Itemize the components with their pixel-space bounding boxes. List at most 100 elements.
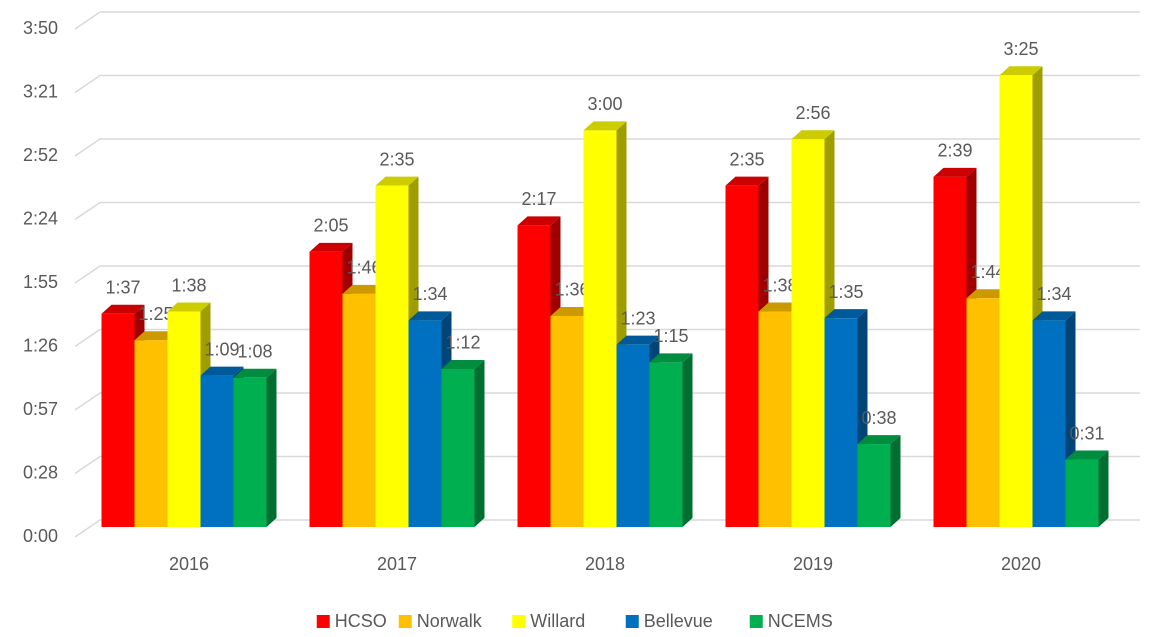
bar-side bbox=[682, 353, 693, 527]
bar-side bbox=[474, 359, 485, 527]
bar-top bbox=[725, 176, 769, 186]
bar bbox=[408, 320, 442, 527]
legend-label: Willard bbox=[530, 611, 585, 631]
data-label: 1:34 bbox=[1036, 284, 1071, 304]
legend-label: Norwalk bbox=[417, 611, 483, 631]
bar-top bbox=[517, 216, 561, 226]
bar-top bbox=[999, 66, 1043, 76]
bar bbox=[200, 375, 234, 527]
data-label: 0:38 bbox=[861, 408, 896, 428]
bar bbox=[309, 251, 343, 528]
data-label: 1:34 bbox=[412, 284, 447, 304]
legend-swatch bbox=[512, 615, 526, 628]
bar-top bbox=[134, 331, 178, 341]
data-label: 2:56 bbox=[795, 103, 830, 123]
bar bbox=[857, 444, 891, 527]
bar-top bbox=[375, 176, 419, 186]
legend-label: Bellevue bbox=[644, 611, 713, 631]
data-label: 1:08 bbox=[237, 342, 272, 362]
y-tick-label: 0:28 bbox=[23, 462, 58, 482]
bar-side bbox=[890, 435, 901, 527]
data-label: 2:35 bbox=[379, 149, 414, 169]
data-label: 1:09 bbox=[204, 339, 239, 359]
bar bbox=[966, 298, 1000, 527]
bar-top bbox=[309, 242, 353, 252]
bar-top bbox=[791, 130, 835, 140]
y-tick-label: 1:55 bbox=[23, 272, 58, 292]
bar-top bbox=[441, 359, 485, 369]
bar-top bbox=[824, 309, 868, 319]
bar bbox=[134, 340, 168, 527]
data-label: 1:36 bbox=[554, 280, 589, 300]
bar bbox=[167, 311, 201, 527]
data-label: 3:00 bbox=[587, 94, 622, 114]
bar-top bbox=[616, 335, 660, 345]
bar bbox=[1032, 320, 1066, 527]
y-tick-label: 0:00 bbox=[23, 526, 58, 546]
data-label: 1:23 bbox=[620, 308, 655, 328]
bar bbox=[342, 293, 376, 527]
bar bbox=[583, 130, 617, 527]
data-label: 1:12 bbox=[445, 333, 480, 353]
bar-top bbox=[933, 167, 977, 177]
legend-swatch bbox=[749, 615, 763, 628]
bar bbox=[649, 362, 683, 527]
x-tick-label: 2016 bbox=[169, 554, 209, 574]
bar-side bbox=[266, 368, 277, 527]
legend-swatch bbox=[398, 615, 412, 628]
bar-top bbox=[200, 366, 244, 376]
data-label: 1:44 bbox=[970, 262, 1005, 282]
bar bbox=[933, 176, 967, 528]
bar bbox=[725, 185, 759, 528]
data-label: 1:35 bbox=[828, 282, 863, 302]
bar bbox=[441, 368, 475, 527]
bar bbox=[616, 344, 650, 527]
legend-swatch bbox=[625, 615, 639, 628]
bar bbox=[824, 318, 858, 527]
bar bbox=[791, 139, 825, 527]
bar-top bbox=[1032, 311, 1076, 321]
y-tick-label: 1:26 bbox=[23, 335, 58, 355]
data-label: 1:15 bbox=[653, 326, 688, 346]
y-tick-label: 2:52 bbox=[23, 145, 58, 165]
data-label: 1:25 bbox=[138, 304, 173, 324]
data-label: 2:05 bbox=[313, 216, 348, 236]
x-tick-label: 2017 bbox=[377, 554, 417, 574]
bar bbox=[375, 185, 409, 528]
data-label: 0:31 bbox=[1069, 423, 1104, 443]
bar-top bbox=[1065, 450, 1109, 460]
bar-top bbox=[101, 304, 145, 314]
bar bbox=[550, 315, 584, 527]
bar-top bbox=[167, 302, 211, 312]
data-label: 1:37 bbox=[105, 278, 140, 298]
bar-top bbox=[550, 306, 594, 316]
y-tick-label: 3:21 bbox=[23, 81, 58, 101]
legend-label: HCSO bbox=[335, 611, 387, 631]
bar bbox=[758, 311, 792, 527]
bar-top bbox=[408, 311, 452, 321]
x-tick-label: 2020 bbox=[1001, 554, 1041, 574]
bar-top bbox=[649, 353, 693, 363]
grid-line bbox=[74, 11, 1140, 30]
data-label: 1:38 bbox=[762, 275, 797, 295]
bar-top bbox=[583, 121, 627, 131]
bar bbox=[1065, 459, 1099, 527]
bar-top bbox=[758, 302, 802, 312]
y-tick-label: 3:50 bbox=[23, 18, 58, 38]
x-tick-label: 2018 bbox=[585, 554, 625, 574]
grid-line bbox=[74, 74, 1140, 94]
bar-top bbox=[342, 284, 386, 294]
bar bbox=[233, 377, 267, 527]
data-label: 1:46 bbox=[346, 258, 381, 278]
x-tick-label: 2019 bbox=[793, 554, 833, 574]
bar bbox=[101, 313, 135, 527]
y-tick-label: 0:57 bbox=[23, 399, 58, 419]
data-label: 1:38 bbox=[171, 275, 206, 295]
legend-swatch bbox=[316, 615, 330, 628]
bar-top bbox=[857, 435, 901, 445]
data-label: 2:17 bbox=[521, 189, 556, 209]
bar bbox=[999, 75, 1033, 527]
bar-side bbox=[1098, 450, 1109, 527]
y-tick-label: 2:24 bbox=[23, 208, 58, 228]
